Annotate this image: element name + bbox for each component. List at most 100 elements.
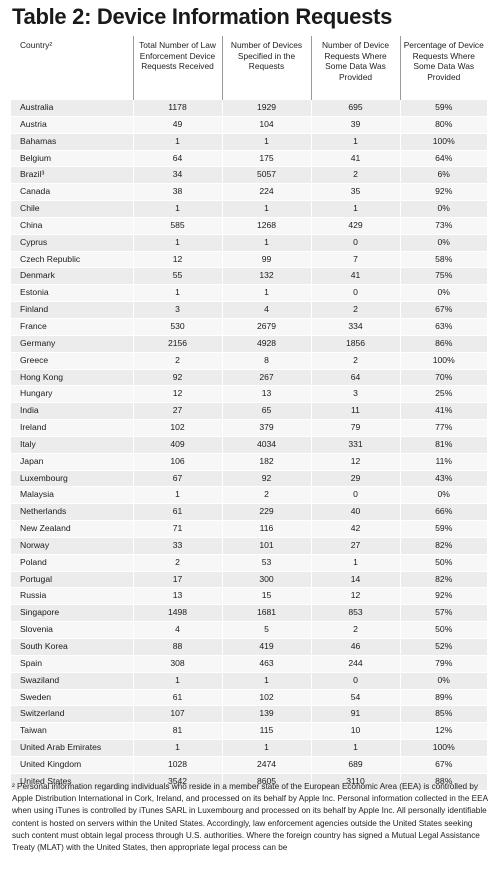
devices-specified-cell: 4 xyxy=(221,301,311,319)
total-requests-cell: 12 xyxy=(132,385,222,404)
country-cell: Sweden xyxy=(11,689,133,707)
table-row: Taiwan 81 115 10 12% xyxy=(11,722,487,741)
total-requests-cell: 81 xyxy=(132,722,222,741)
table-row: Italy 409 4034 331 81% xyxy=(11,436,487,454)
table-row: Finland 3 4 2 67% xyxy=(11,301,487,319)
country-cell: Slovenia xyxy=(11,621,133,639)
percentage-cell: 85% xyxy=(399,705,487,724)
requests-data-provided-cell: 331 xyxy=(310,436,400,454)
requests-data-provided-cell: 0 xyxy=(310,234,400,252)
country-cell: Brazil³ xyxy=(11,166,133,185)
total-requests-cell: 102 xyxy=(132,419,222,437)
country-cell: United Arab Emirates xyxy=(11,739,133,757)
country-cell: Bahamas xyxy=(11,133,133,151)
total-requests-cell: 49 xyxy=(132,116,222,134)
total-requests-cell: 27 xyxy=(132,402,222,421)
percentage-cell: 43% xyxy=(399,470,487,488)
country-cell: Hong Kong xyxy=(11,369,133,387)
total-requests-cell: 1 xyxy=(132,234,222,252)
percentage-cell: 52% xyxy=(399,638,487,656)
devices-specified-cell: 1 xyxy=(221,739,311,757)
total-requests-cell: 71 xyxy=(132,520,222,538)
table-row: United States 3542 8605 3110 88% xyxy=(11,773,487,791)
country-cell: Norway xyxy=(11,537,133,555)
percentage-cell: 70% xyxy=(399,369,487,387)
country-cell: Belgium xyxy=(11,150,133,168)
devices-specified-cell: 1 xyxy=(221,284,311,303)
header-spacer xyxy=(11,92,487,100)
requests-data-provided-cell: 54 xyxy=(310,689,400,707)
percentage-cell: 81% xyxy=(399,436,487,454)
percentage-cell: 64% xyxy=(399,150,487,168)
requests-data-provided-cell: 12 xyxy=(310,453,400,471)
table-row: China 585 1268 429 73% xyxy=(11,217,487,235)
table-row: Malaysia 1 2 0 0% xyxy=(11,486,487,505)
country-cell: Chile xyxy=(11,200,133,218)
country-cell: France xyxy=(11,318,133,336)
percentage-cell: 59% xyxy=(399,100,487,117)
table-row: Ireland 102 379 79 77% xyxy=(11,419,487,437)
spacer-cell xyxy=(132,92,222,100)
devices-specified-cell: 463 xyxy=(221,655,311,673)
devices-specified-cell: 2 xyxy=(221,486,311,505)
country-cell: Austria xyxy=(11,116,133,134)
table-row: Hong Kong 92 267 64 70% xyxy=(11,369,487,387)
total-requests-cell: 530 xyxy=(132,318,222,336)
percentage-cell: 0% xyxy=(399,284,487,303)
table-row: Hungary 12 13 3 25% xyxy=(11,385,487,404)
country-cell: Ireland xyxy=(11,419,133,437)
table-row: South Korea 88 419 46 52% xyxy=(11,638,487,656)
spacer-cell xyxy=(11,92,133,100)
table-row: Bahamas 1 1 1 100% xyxy=(11,133,487,151)
total-requests-cell: 34 xyxy=(132,166,222,185)
total-requests-cell: 88 xyxy=(132,638,222,656)
table-row: Australia 1178 1929 695 59% xyxy=(11,100,487,117)
requests-data-provided-cell: 41 xyxy=(310,267,400,286)
total-requests-cell: 585 xyxy=(132,217,222,235)
devices-specified-cell: 1 xyxy=(221,133,311,151)
devices-specified-cell: 8605 xyxy=(221,773,311,791)
percentage-cell: 12% xyxy=(399,722,487,741)
devices-specified-cell: 4928 xyxy=(221,335,311,353)
devices-specified-cell: 379 xyxy=(221,419,311,437)
total-requests-cell: 2156 xyxy=(132,335,222,353)
devices-specified-cell: 300 xyxy=(221,571,311,589)
total-requests-cell: 1 xyxy=(132,200,222,218)
requests-data-provided-cell: 2 xyxy=(310,621,400,639)
table-row: Poland 2 53 1 50% xyxy=(11,554,487,572)
country-cell: Denmark xyxy=(11,267,133,286)
country-cell: United Kingdom xyxy=(11,756,133,774)
percentage-cell: 80% xyxy=(399,116,487,134)
requests-data-provided-cell: 334 xyxy=(310,318,400,336)
devices-specified-cell: 15 xyxy=(221,587,311,606)
percentage-cell: 75% xyxy=(399,267,487,286)
total-requests-cell: 409 xyxy=(132,436,222,454)
requests-data-provided-cell: 3110 xyxy=(310,773,400,791)
requests-data-provided-cell: 2 xyxy=(310,301,400,319)
percentage-cell: 88% xyxy=(399,773,487,791)
country-cell: Italy xyxy=(11,436,133,454)
percentage-cell: 11% xyxy=(399,453,487,471)
total-requests-cell: 4 xyxy=(132,621,222,639)
country-cell: New Zealand xyxy=(11,520,133,538)
percentage-cell: 41% xyxy=(399,402,487,421)
total-requests-cell: 1028 xyxy=(132,756,222,774)
requests-data-provided-cell: 79 xyxy=(310,419,400,437)
table-row: Cyprus 1 1 0 0% xyxy=(11,234,487,252)
devices-specified-cell: 1 xyxy=(221,672,311,690)
total-requests-cell: 55 xyxy=(132,267,222,286)
table-row: Czech Republic 12 99 7 58% xyxy=(11,251,487,269)
total-requests-cell: 3542 xyxy=(132,773,222,791)
devices-specified-cell: 175 xyxy=(221,150,311,168)
total-requests-cell: 1 xyxy=(132,133,222,151)
total-requests-cell: 38 xyxy=(132,183,222,202)
requests-data-provided-cell: 689 xyxy=(310,756,400,774)
devices-specified-cell: 5057 xyxy=(221,166,311,185)
devices-specified-cell: 13 xyxy=(221,385,311,404)
table-row: Estonia 1 1 0 0% xyxy=(11,284,487,303)
requests-data-provided-cell: 0 xyxy=(310,672,400,690)
country-cell: Finland xyxy=(11,301,133,319)
percentage-cell: 100% xyxy=(399,133,487,151)
requests-data-provided-cell: 0 xyxy=(310,486,400,505)
percentage-cell: 82% xyxy=(399,537,487,555)
